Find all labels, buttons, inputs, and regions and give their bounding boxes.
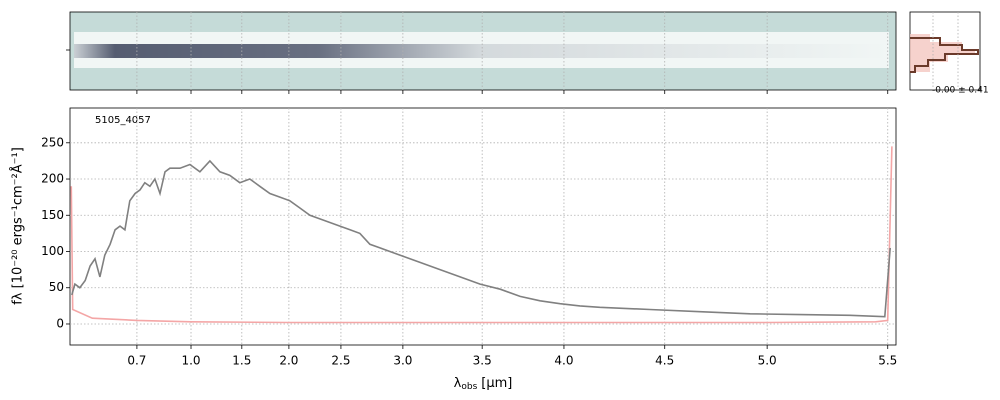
y-axis-label: fλ [10⁻²⁰ ergs⁻¹cm⁻²Å⁻¹] [10, 147, 26, 305]
x-tick-label: 2.5 [331, 354, 350, 368]
y-tick-label: 250 [41, 135, 64, 149]
x-tick-label: 3.5 [473, 354, 492, 368]
x-tick-label: 1.5 [232, 354, 251, 368]
x-tick-label: 5.5 [878, 354, 897, 368]
spectrum-label: 5105_4057 [95, 115, 151, 126]
x-tick-label: 4.0 [554, 354, 573, 368]
x-tick-label: 2.0 [279, 354, 298, 368]
x-tick-label: 0.7 [127, 354, 146, 368]
y-tick-label: 200 [41, 172, 64, 186]
y-tick-label: 100 [41, 244, 64, 258]
y-tick-label: 50 [49, 280, 64, 294]
x-label-sub: obs [461, 382, 477, 392]
x-label-symbol: λ [454, 376, 462, 391]
x-axis-label: λobs [μm] [454, 376, 513, 392]
x-tick-label: 4.5 [655, 354, 674, 368]
plot-frame [69, 107, 897, 346]
x-tick-label: 3.0 [393, 354, 412, 368]
profile-panel: -0.00 ± 0.41 [909, 11, 989, 96]
x-label-unit: [μm] [481, 376, 512, 391]
spectrum-line [71, 159, 891, 318]
spectrum-2d [66, 11, 897, 91]
x-tick-label: 1.0 [181, 354, 200, 368]
y-tick-label: 150 [41, 208, 64, 222]
stat-label: -0.00 ± 0.41 [932, 86, 989, 96]
x-tick-label: 5.0 [758, 354, 777, 368]
y-tick-label: 0 [56, 316, 64, 330]
spectrum-line [70, 146, 893, 324]
